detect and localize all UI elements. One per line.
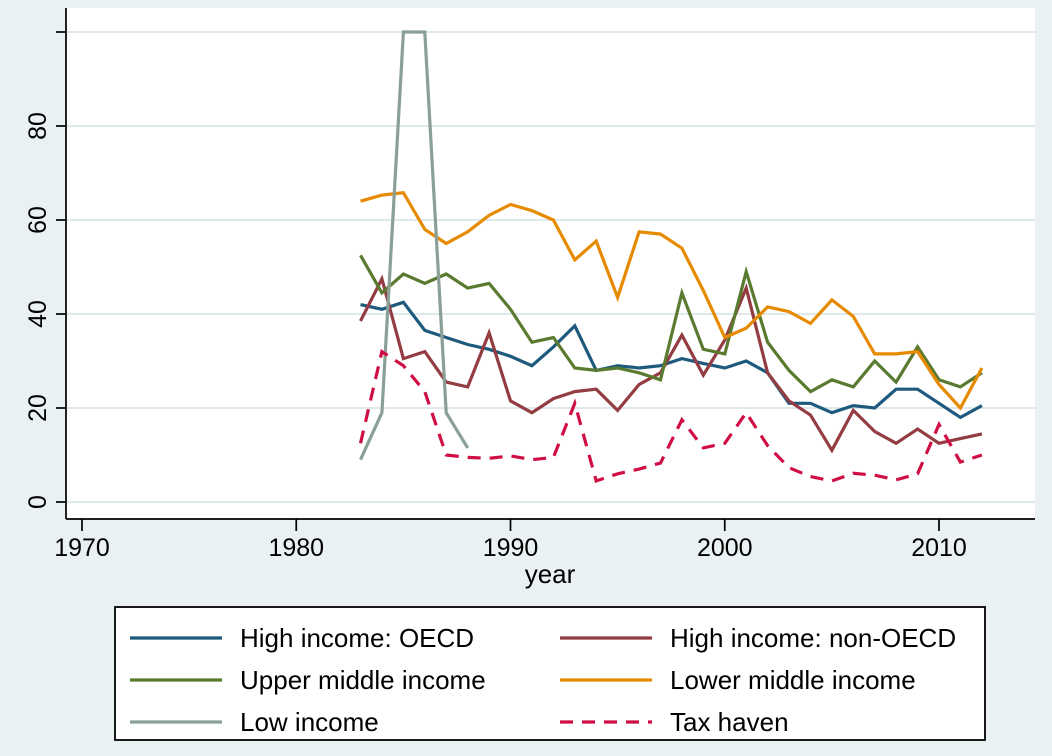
y-tick-label: 80	[24, 112, 52, 140]
x-tick-label: 2000	[697, 534, 753, 562]
legend-item: Tax haven	[560, 707, 789, 737]
legend-box	[114, 606, 986, 741]
legend-item: Lower middle income	[560, 665, 916, 695]
legend-label: Upper middle income	[240, 665, 486, 695]
x-tick-label: 1990	[483, 534, 539, 562]
series-line-high-income-oecd	[360, 300, 983, 420]
legend-label: High income: non-OECD	[670, 623, 956, 653]
legend-item: High income: non-OECD	[560, 623, 956, 653]
y-tick-label: 0	[24, 495, 52, 509]
legend-label: High income: OECD	[240, 623, 474, 653]
legend-item: Low income	[130, 707, 379, 737]
x-tick-label: 1970	[54, 534, 110, 562]
y-tick-label: 20	[24, 394, 52, 422]
y-tick-label: 60	[24, 206, 52, 234]
y-tick-label: 40	[24, 300, 52, 328]
series-line-low-income	[359, 30, 470, 461]
legend-item: High income: OECD	[130, 623, 474, 653]
legend-label: Tax haven	[670, 707, 789, 737]
series-line-high-income-non-oecd	[359, 274, 983, 454]
legend-item: Upper middle income	[130, 665, 486, 695]
x-axis-title: year	[525, 559, 576, 589]
series-line-tax-haven	[358, 349, 983, 483]
series-line-upper-middle-income	[359, 254, 983, 394]
legend-label: Low income	[240, 707, 379, 737]
x-tick-label: 1980	[268, 534, 324, 562]
series-line-lower-middle-income	[360, 190, 984, 411]
legend-label: Lower middle income	[670, 665, 916, 695]
plot-area	[66, 8, 1035, 519]
x-tick-label: 2010	[911, 534, 967, 562]
